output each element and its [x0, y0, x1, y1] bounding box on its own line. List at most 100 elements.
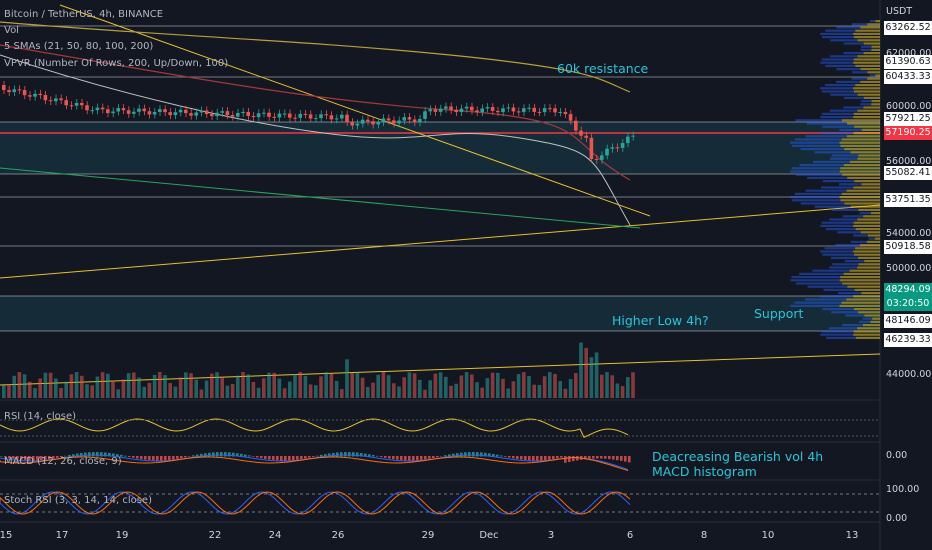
- candle-body: [48, 100, 53, 102]
- vpvr-bar-up: [868, 237, 875, 240]
- macd-histogram-bar: [180, 456, 183, 459]
- vpvr-bar-down: [853, 87, 880, 90]
- macd-histogram-bar: [424, 456, 427, 460]
- date-tick: 17: [55, 530, 69, 541]
- volume-bar: [7, 384, 11, 398]
- volume-bar: [355, 372, 360, 398]
- volume-bar: [605, 372, 609, 398]
- vpvr-bar-down: [853, 186, 880, 189]
- vpvr-bar-down: [853, 250, 880, 253]
- vol-legend[interactable]: Vol: [4, 25, 19, 36]
- macd-histogram-bar: [52, 456, 55, 459]
- vpvr-bar-up: [829, 157, 858, 160]
- vpvr-bar-down: [874, 237, 880, 240]
- macd-histogram-bar: [116, 454, 119, 457]
- macd-histogram-bar: [616, 456, 619, 461]
- volume-bar: [397, 386, 401, 398]
- candle-body: [80, 103, 84, 106]
- vpvr-bar-down: [863, 106, 880, 109]
- volume-bar: [137, 377, 141, 398]
- vpvr-bar-down: [867, 71, 880, 74]
- volume-bar: [610, 375, 614, 398]
- vpvr-bar-down: [850, 205, 880, 208]
- volume-bar: [553, 373, 557, 398]
- volume-bar: [579, 342, 583, 398]
- vpvr-bar-down: [855, 64, 880, 67]
- macd-histogram-bar: [432, 456, 435, 459]
- candle-body: [2, 85, 6, 91]
- vpvr-bar-up: [844, 260, 865, 263]
- sma-legend[interactable]: 5 SMAs (21, 50, 80, 100, 200): [4, 41, 154, 52]
- macd-histogram-bar: [532, 456, 535, 461]
- vpvr-bar-down: [841, 192, 880, 195]
- vpvr-bar-up: [836, 68, 861, 71]
- vpvr-bar-up: [851, 23, 868, 26]
- stoch-legend[interactable]: Stoch RSI (3, 3, 14, 14, close): [4, 495, 152, 506]
- candle-body: [454, 109, 458, 112]
- macd-histogram-bar: [12, 456, 15, 459]
- macd-histogram-bar: [516, 456, 519, 459]
- rsi-legend[interactable]: RSI (14, close): [4, 411, 77, 422]
- vpvr-bar-down: [861, 183, 880, 186]
- macd-histogram-bar: [524, 456, 527, 461]
- date-tick: 15: [0, 530, 13, 541]
- macd-histogram-bar: [284, 456, 287, 461]
- vpvr-bar-down: [853, 116, 880, 119]
- price-tick: 60000.00: [886, 101, 932, 112]
- macd-histogram-bar: [108, 452, 111, 457]
- macd-histogram-bar: [452, 453, 455, 457]
- vpvr-bar-up: [820, 116, 854, 119]
- volume-bar: [230, 384, 235, 398]
- volume-bar: [256, 387, 261, 398]
- candle-body: [38, 93, 42, 96]
- macd-histogram-bar: [624, 456, 627, 462]
- date-tick: 24: [268, 530, 282, 541]
- candle-body: [152, 112, 157, 115]
- candle-body: [563, 112, 568, 115]
- macd-histogram-bar: [564, 456, 567, 463]
- stoch-d-line: [0, 491, 631, 515]
- macd-histogram-bar: [244, 454, 247, 457]
- volume-bar: [2, 385, 6, 398]
- vpvr-bar-down: [860, 68, 880, 71]
- vpvr-bar-up: [853, 234, 868, 237]
- green-trendline: [0, 167, 641, 229]
- vpvr-legend[interactable]: VPVR (Number Of Rows, 200, Up/Down, 100): [4, 58, 229, 69]
- macd-histogram-bar: [120, 454, 123, 457]
- vpvr-bar-up: [860, 48, 872, 51]
- macd-histogram-bar: [264, 456, 267, 459]
- vpvr-bar-down: [840, 276, 880, 279]
- macd-histogram-bar: [512, 456, 515, 459]
- volume-bar: [475, 382, 479, 398]
- macd-histogram-bar: [336, 452, 339, 457]
- candle-body: [501, 108, 505, 113]
- candle-body: [225, 111, 230, 116]
- vpvr-bar-down: [839, 196, 880, 199]
- volume-bar: [319, 376, 323, 398]
- volume-bar: [308, 384, 313, 398]
- rising-trendline: [0, 204, 881, 279]
- macd-histogram-bar: [420, 456, 423, 460]
- candle-body: [158, 109, 162, 113]
- price-tag: 57190.25: [884, 126, 932, 140]
- vpvr-bar-up: [850, 240, 867, 243]
- candle-body: [386, 118, 391, 121]
- vpvr-bar-down: [842, 173, 880, 176]
- macd-histogram-bar: [96, 452, 99, 457]
- vpvr-bar-down: [843, 272, 880, 275]
- volume-bar: [548, 372, 552, 398]
- macd-histogram-bar: [584, 456, 587, 460]
- macd-histogram-bar: [212, 452, 215, 457]
- candle-body: [204, 110, 209, 115]
- macd-histogram-bar: [16, 456, 19, 460]
- sma-200-line: [0, 21, 631, 93]
- vpvr-bar-up: [790, 141, 840, 144]
- macd-histogram-bar: [132, 456, 135, 458]
- volume-bar: [64, 381, 68, 398]
- macd-histogram-bar: [240, 453, 243, 457]
- macd-legend[interactable]: MACD (12, 26, close, 9): [4, 456, 122, 467]
- vpvr-bar-up: [843, 106, 864, 109]
- volume-bar: [527, 376, 531, 398]
- symbol-legend[interactable]: Bitcoin / TetherUS, 4h, BINANCE: [4, 9, 164, 20]
